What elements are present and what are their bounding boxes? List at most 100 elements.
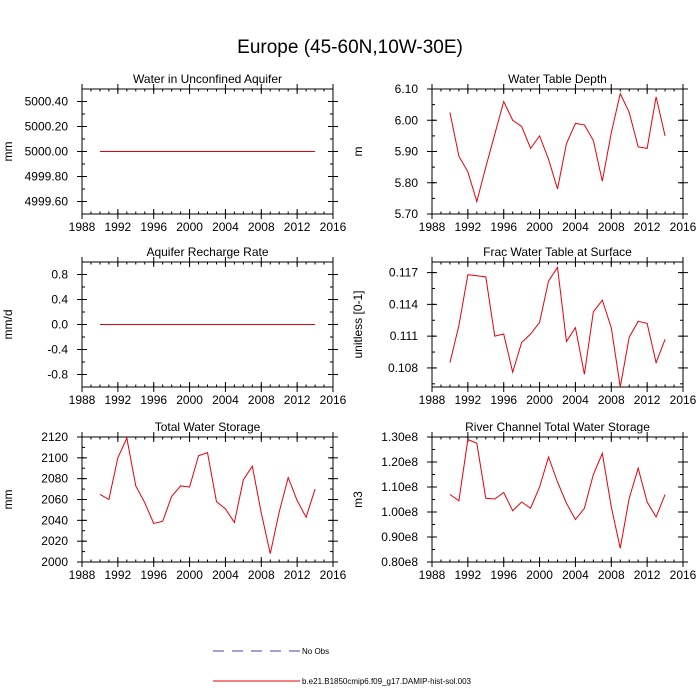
y-tick-label: 4999.60 [25,195,69,209]
y-tick-label: 2060 [41,493,68,507]
y-tick-label: 5.90 [395,145,419,159]
panel-title: Total Water Storage [155,420,261,434]
plot-frame [81,436,334,563]
series-line-river-channel-total-water-storage [449,438,666,549]
panel-title: Aquifer Recharge Rate [146,245,268,259]
x-tick-label: 2008 [248,220,275,234]
panel-water-table-depth: Water Table Depth m 1988 1992 1996 2000 2004 20… [351,72,697,234]
x-tick-label: 2016 [670,568,697,582]
x-tick-label: 2016 [320,220,347,234]
panel-frac-water-table-at-surface: Frac Water Table at Surface unitless [0-1… [351,245,697,407]
x-tick-label: 2000 [526,220,553,234]
x-tick-label: 2008 [598,568,625,582]
series-line-total-water-storage [99,436,316,554]
x-tick-label: 1988 [419,393,446,407]
series-line-water-table-depth [449,92,666,204]
x-tick-label: 2004 [562,220,589,234]
x-tick-label: 2004 [212,568,239,582]
x-tick-label: 1992 [455,568,482,582]
y-axis-label: mm [1,142,15,162]
y-tick-label: 1.20e8 [381,455,418,469]
series-line-frac-water-table-at-surface [449,265,666,388]
y-tick-label: 5.80 [395,176,419,190]
x-tick-label: 2016 [320,393,347,407]
x-tick-label: 2008 [598,393,625,407]
y-tick-label: 0.8 [51,268,68,282]
x-tick-label: 1996 [140,393,167,407]
y-tick-label: 2120 [41,430,68,444]
y-tick-label: 4999.80 [25,170,69,184]
x-tick-label: 2016 [670,220,697,234]
y-tick-label: 0.111 [390,329,419,343]
y-tick-label: 5000.20 [25,120,69,134]
y-tick-label: 2020 [41,534,68,548]
y-tick-label: 0.0 [51,318,68,332]
x-tick-label: 2016 [670,393,697,407]
x-tick-label: 1996 [490,220,517,234]
y-tick-label: 5000.40 [25,95,69,109]
panel-title: River Channel Total Water Storage [465,420,650,434]
y-tick-label: 5000.00 [25,145,69,159]
panel-aquifer-recharge-rate: Aquifer Recharge Rate mm/d 1988 1992 1996 200… [1,245,347,407]
x-tick-label: 2004 [212,220,239,234]
legend: No Obs b.e21.B1850cmip6.f09_g17.DAMIP-hi… [213,647,472,686]
y-tick-label: -0.8 [47,368,68,382]
x-tick-label: 2004 [212,393,239,407]
y-tick-label: 2040 [41,513,68,527]
y-tick-label: 0.80e8 [381,555,418,569]
x-tick-label: 2000 [526,393,553,407]
x-tick-label: 2008 [248,568,275,582]
y-tick-label: 5.70 [395,207,419,221]
y-tick-label: 6.10 [395,82,419,96]
x-tick-label: 1988 [419,220,446,234]
y-axis-label: mm [1,490,15,510]
y-axis-label: m3 [351,491,365,508]
x-tick-label: 1992 [455,220,482,234]
x-tick-label: 2004 [562,393,589,407]
y-tick-label: -0.4 [47,343,68,357]
panel-river-channel-total-water-storage: River Channel Total Water Storage m3 1988 1… [351,420,697,582]
x-tick-label: 2000 [176,220,203,234]
x-tick-label: 1996 [140,568,167,582]
x-tick-label: 1988 [69,220,96,234]
x-tick-label: 2000 [176,393,203,407]
x-tick-label: 1988 [69,568,96,582]
x-tick-label: 1996 [490,393,517,407]
y-tick-label: 1.30e8 [381,430,418,444]
x-tick-label: 1996 [490,568,517,582]
x-tick-label: 1988 [419,568,446,582]
x-tick-label: 2012 [634,220,661,234]
x-tick-label: 2000 [176,568,203,582]
legend-label-no-obs: No Obs [302,647,329,656]
plot-frame [431,261,684,388]
panel-title: Water Table Depth [508,72,607,86]
y-axis-label: unitless [0-1] [351,290,365,358]
x-tick-label: 2012 [634,568,661,582]
plot-frame [431,88,684,215]
y-tick-label: 1.10e8 [381,480,418,494]
y-tick-label: 2080 [41,472,68,486]
x-tick-label: 2012 [634,393,661,407]
panel-water-in-unconfined-aquifer: Water in Unconfined Aquifer mm 1988 1992 199… [1,72,347,234]
x-tick-label: 2012 [284,568,311,582]
x-tick-label: 1992 [455,393,482,407]
x-tick-label: 1996 [140,220,167,234]
y-tick-label: 0.117 [389,266,418,280]
page-title: Europe (45-60N,10W-30E) [237,37,463,58]
y-tick-label: 0.90e8 [381,530,418,544]
y-tick-label: 0.4 [51,293,68,307]
panel-total-water-storage: Total Water Storage mm 1988 1992 1996 2000 200… [1,420,347,582]
y-axis-label: mm/d [1,310,15,340]
x-tick-label: 1992 [105,393,132,407]
y-tick-label: 0.114 [389,297,418,311]
x-tick-label: 2004 [562,568,589,582]
legend-label-model: b.e21.B1850cmip6.f09_g17.DAMIP-hist-sol.… [302,677,472,686]
x-tick-label: 2008 [598,220,625,234]
x-tick-label: 2012 [284,220,311,234]
x-tick-label: 1988 [69,393,96,407]
x-tick-label: 2000 [526,568,553,582]
y-tick-label: 2100 [41,451,68,465]
x-tick-label: 2012 [284,393,311,407]
plot-frame [431,436,684,563]
